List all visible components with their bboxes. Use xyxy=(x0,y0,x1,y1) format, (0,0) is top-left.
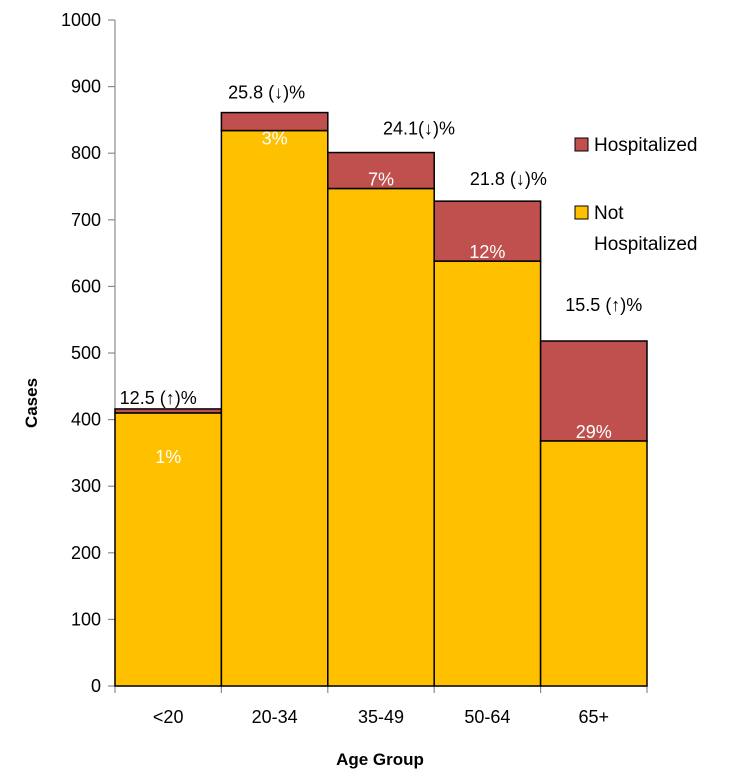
bar-hospitalized xyxy=(433,200,542,262)
legend: Hospitalized Not Hospitalized xyxy=(574,135,698,255)
bar-hospitalized xyxy=(539,340,648,442)
x-axis: <20 20-34 35-49 50-64 65+ xyxy=(114,685,648,727)
bar-hospitalized xyxy=(327,151,435,190)
bar-hospitalized xyxy=(114,408,223,414)
y-tick-label: 200 xyxy=(71,543,101,563)
bar-percent-label: 1% xyxy=(155,447,181,467)
y-tick-label: 300 xyxy=(71,476,101,496)
bar-not-hospitalized xyxy=(433,260,542,687)
bars xyxy=(114,111,648,687)
y-axis-title: Cases xyxy=(22,378,41,428)
bar-percent-label: 12% xyxy=(469,242,505,262)
y-tick-label: 800 xyxy=(71,143,101,163)
y-tick-label: 0 xyxy=(91,676,101,696)
bar-top-label: 12.5 (↑)% xyxy=(120,388,197,408)
y-tick-label: 500 xyxy=(71,343,101,363)
bar-labels: 1% 12.5 (↑)% 3% 25.8 (↓)% 7% 24.1(↓)% 12% 21.8 … xyxy=(120,83,643,467)
x-tick-label: 65+ xyxy=(579,707,610,727)
bar-top-label: 25.8 (↓)% xyxy=(228,83,305,103)
bar-top-label: 24.1(↓)% xyxy=(383,119,455,139)
bar-percent-label: 7% xyxy=(368,169,394,189)
bar-top-label: 21.8 (↓)% xyxy=(470,169,547,189)
x-tick-label: 20-34 xyxy=(252,707,298,727)
x-tick-label: <20 xyxy=(153,707,184,727)
y-tick-label: 100 xyxy=(71,609,101,629)
legend-label-hospitalized: Hospitalized xyxy=(594,135,698,156)
legend-label-not-hospitalized-line2: Hospitalized xyxy=(594,234,698,255)
bar-top-label: 15.5 (↑)% xyxy=(565,295,642,315)
x-tick-label: 50-64 xyxy=(464,707,510,727)
bar-percent-label: 3% xyxy=(262,129,288,149)
bar-percent-label: 29% xyxy=(576,422,612,442)
x-axis-title: Age Group xyxy=(336,750,424,769)
legend-swatch-hospitalized xyxy=(574,137,589,152)
x-tick-label: 35-49 xyxy=(358,707,404,727)
y-tick-label: 900 xyxy=(71,77,101,97)
y-tick-label: 1000 xyxy=(61,10,101,30)
y-tick-label: 600 xyxy=(71,276,101,296)
y-axis: 0 100 200 300 400 500 600 700 800 900 1000 xyxy=(61,10,116,696)
bar-not-hospitalized xyxy=(220,129,329,687)
bar-hospitalized xyxy=(220,111,329,132)
legend-swatch-not-hospitalized xyxy=(574,205,589,220)
y-tick-label: 400 xyxy=(71,410,101,430)
y-tick-label: 700 xyxy=(71,210,101,230)
bar-not-hospitalized xyxy=(327,187,435,687)
bar-not-hospitalized xyxy=(539,440,648,687)
legend-label-not-hospitalized-line1: Not xyxy=(594,203,624,224)
